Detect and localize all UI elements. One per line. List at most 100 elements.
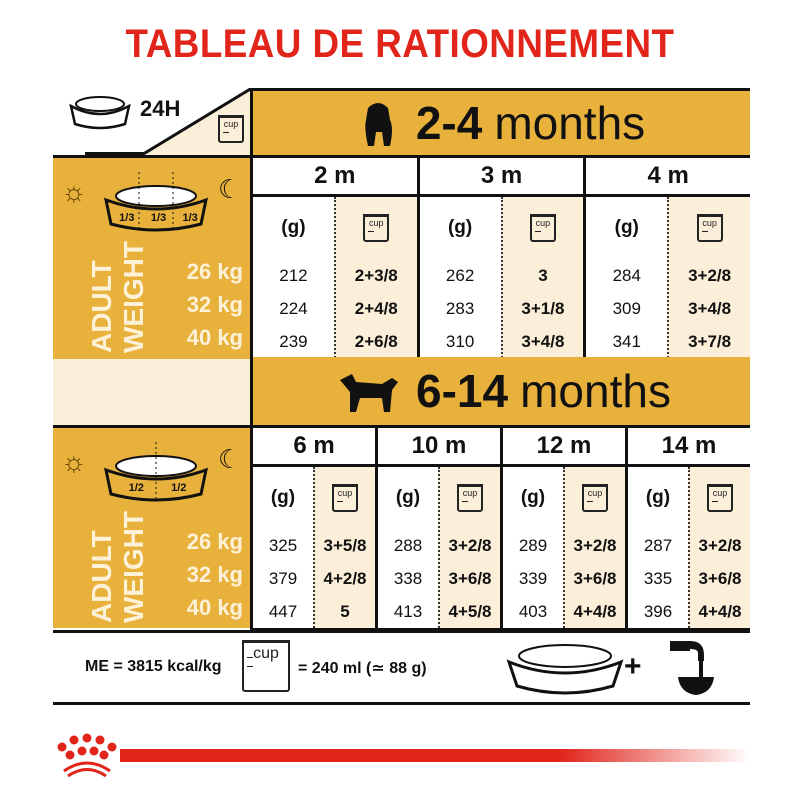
grams-column: (g) 262 283 310 [420,197,501,358]
water-tap-icon [670,641,714,695]
cup-glyph: cup [696,214,723,242]
age-header-3m: 3 m [416,158,584,194]
moon-icon: ☾ [218,444,242,474]
age-group: (g) 325 379 447 cup 3+5/8 4+2/8 5 [253,467,375,628]
plus-sign: + [624,650,642,683]
sun-icon: ☼ [61,446,87,477]
cup-glyph: cup [457,484,483,512]
grams-value: 262 [445,266,475,285]
grams-column: (g) 325 379 447 [253,467,313,628]
age-unit: months [494,97,646,149]
grams-value: 310 [445,332,475,351]
dog-icon [340,374,399,412]
left-panel-1: ☼ ☾ 1/3 1/3 1/3 ADULT WEIGHT 26 kg 32 kg 4… [53,155,253,359]
grams-value: 403 [518,602,548,621]
sun-icon: ☼ [61,176,87,207]
cups-column: cup 3+2/8 3+4/8 3+7/8 [667,197,751,358]
cup-equivalence: = 240 ml (≃ 88 g) [298,660,427,677]
cups-column: cup 3+2/8 3+6/8 4+4/8 [688,467,750,628]
age-header-2m: 2 m [314,162,356,189]
grams-column: (g) 212 224 239 [253,197,334,358]
age-group: (g) 212 224 239 cup 2+3/8 2+4/8 2+6/8 [253,197,417,358]
grams-value: 289 [518,536,548,555]
grams-header: (g) [270,487,296,508]
cups-value: 4+5/8 [448,602,492,621]
energy-value: ME = 3815 kcal/kg [85,658,222,675]
age-header-10m: 10 m [375,428,500,464]
weight-32: 32 kg [186,562,243,587]
grams-value: 283 [445,299,475,318]
age-band-6-14-months: 6-14 months [250,357,750,425]
grams-column: (g) 289 339 403 [503,467,563,628]
ration-table-6-14: 6 m 10 m 12 m 14 m (g) 325 379 447 cup 3+5/8 4+2/8… [250,425,750,631]
age-group: (g) 262 283 310 cup 3 3+1/8 3+4/8 [416,197,584,358]
age-header-6m: 6 m [293,432,335,459]
weight-40: 40 kg [186,325,243,350]
weight-32: 32 kg [186,292,243,317]
grams-value: 284 [612,266,641,285]
age-group: (g) 288 338 413 cup 3+2/8 3+6/8 4+5/8 [375,467,500,628]
grams-header: (g) [520,487,546,508]
split-labels: 1/3 1/3 1/3 [119,212,198,224]
cups-value: 3+6/8 [448,569,492,588]
grams-header: (g) [614,217,639,238]
bowl-thirds-icon [103,172,209,232]
grams-value: 288 [393,536,423,555]
cups-value: 3+2/8 [448,536,492,555]
grams-value: 239 [279,332,308,351]
age-group: (g) 284 309 341 cup 3+2/8 3+4/8 3+7/8 [583,197,751,358]
grams-value: 309 [612,299,641,318]
cup-icon: cup [242,640,290,692]
grams-value: 341 [612,332,641,351]
cups-value: 5 [340,602,350,621]
grams-header: (g) [645,487,671,508]
divider [53,702,750,705]
grams-header: (g) [395,487,421,508]
divider [53,630,750,633]
cup-icon: cup [707,467,733,529]
grams-header: (g) [281,217,306,238]
grams-value: 212 [279,266,308,285]
grams-value: 396 [643,602,673,621]
age-range: 6-14 [416,365,509,417]
grams-header: (g) [447,217,473,238]
weight-26: 26 kg [186,529,243,554]
cups-value: 4+4/8 [573,602,617,621]
cup-icon: cup [457,467,483,529]
cups-column: cup 3+2/8 3+6/8 4+5/8 [438,467,500,628]
cups-value: 3 [538,266,548,285]
cups-value: 2+4/8 [354,299,398,318]
left-panel-2: ☼ ☾ 1/2 1/2 ADULT WEIGHT 26 kg 32 kg 40 k… [53,425,253,628]
cups-value: 2+6/8 [354,332,398,351]
age-band-2-4-months: 2-4 months [250,88,750,155]
cups-value: 3+6/8 [698,569,742,588]
moon-icon: ☾ [218,174,242,204]
puppy-icon [365,103,392,146]
cups-value: 3+5/8 [323,536,367,555]
weight-label: WEIGHT [118,241,149,353]
cups-value: 3+6/8 [573,569,617,588]
age-group: (g) 289 339 403 cup 3+2/8 3+6/8 4+4/8 [500,467,625,628]
cups-column: cup 3+2/8 3+6/8 4+4/8 [563,467,625,628]
grams-value: 224 [279,299,308,318]
cup-icon: cup [696,197,723,259]
cups-value: 4+4/8 [698,602,742,621]
cups-value: 4+2/8 [323,569,367,588]
adult-label: ADULT [86,260,117,353]
royal-canin-crown-logo [57,733,117,778]
grams-value: 287 [643,536,673,555]
cups-value: 3+2/8 [698,536,742,555]
weight-40: 40 kg [186,595,243,620]
grams-value: 335 [643,569,673,588]
brand-bar [120,749,750,762]
cups-column: cup 2+3/8 2+4/8 2+6/8 [333,197,417,358]
diagonal-header [140,88,252,156]
ration-grid: (g) 212 224 239 cup 2+3/8 2+4/8 2+6/8 (g) 262 283 3… [253,197,751,361]
cup-icon: cup [218,114,244,143]
cups-value: 3+2/8 [688,266,732,285]
cup-glyph: cup [363,214,390,242]
age-header-14m: 14 m [625,428,750,464]
grams-column: (g) 287 335 396 [628,467,688,628]
weight-label: WEIGHT [118,511,149,623]
